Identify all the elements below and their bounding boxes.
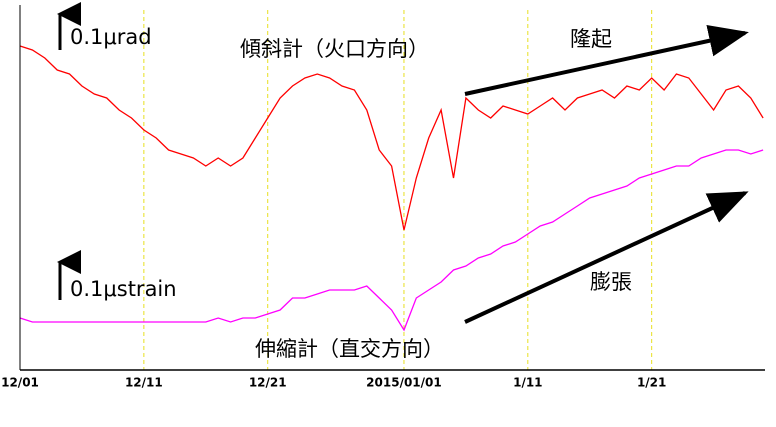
- series-label: 傾斜計（火口方向）: [240, 37, 429, 61]
- annotation: 膨張: [590, 270, 632, 294]
- series-line: [19, 45, 764, 231]
- trend-arrow: [464, 191, 749, 324]
- annotation: 隆起: [570, 27, 612, 51]
- x-tick-label: 1/21: [637, 376, 666, 390]
- plot-area: [19, 10, 764, 370]
- scale-label: 0.1μrad: [70, 25, 152, 49]
- trend-arrow: [464, 25, 749, 96]
- series-line: [19, 149, 764, 332]
- x-tick-label: 1/11: [513, 376, 542, 390]
- scale-label: 0.1μstrain: [70, 277, 177, 301]
- x-tick-label: 12/11: [125, 376, 163, 390]
- x-tick-label: 2015/01/01: [366, 376, 442, 390]
- x-tick-label: 12/21: [249, 376, 287, 390]
- series-label: 伸縮計（直交方向）: [255, 337, 444, 361]
- x-tick-label: 12/01: [1, 376, 39, 390]
